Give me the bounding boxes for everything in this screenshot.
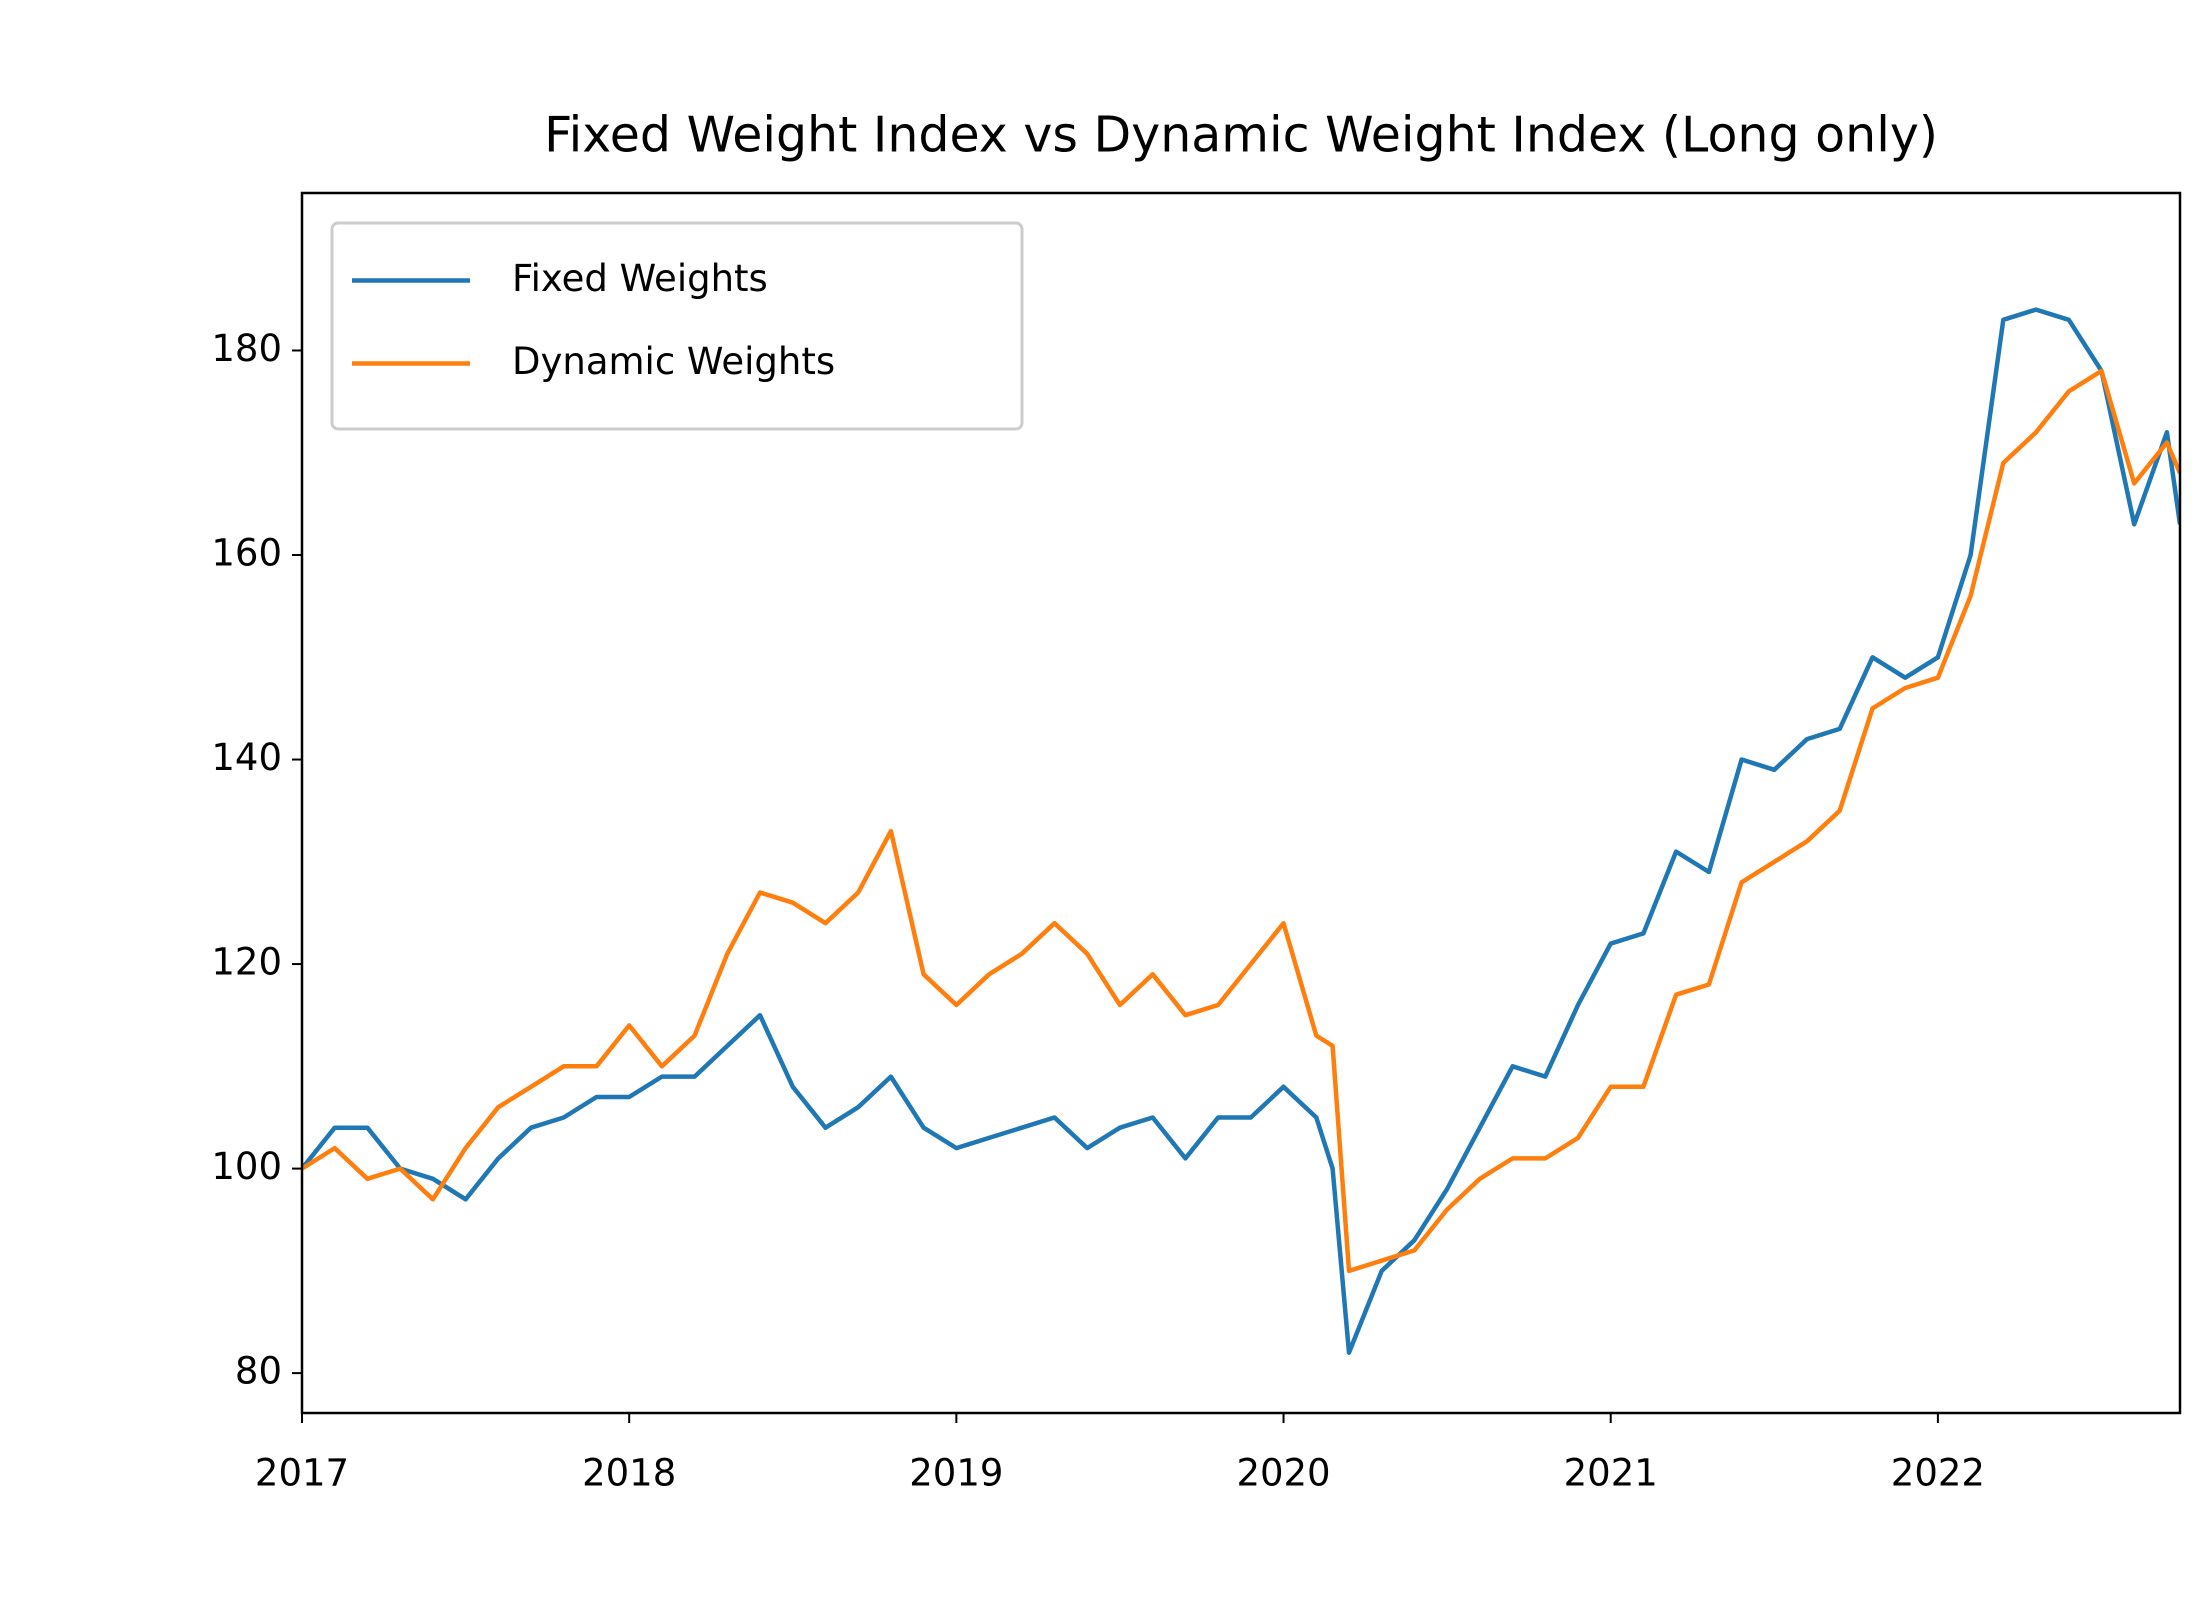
x-tick-label: 2022 xyxy=(1891,1452,1985,1495)
y-tick-label: 80 xyxy=(235,1350,282,1393)
legend-label: Fixed Weights xyxy=(512,257,768,300)
series-line xyxy=(302,307,2180,1355)
legend-box xyxy=(330,221,1024,431)
x-tick-label: 2020 xyxy=(1236,1452,1330,1495)
y-tick-label: 120 xyxy=(211,941,282,984)
chart-title: Fixed Weight Index vs Dynamic Weight Ind… xyxy=(544,107,1938,164)
y-tick-label: 160 xyxy=(211,532,282,575)
x-tick-label: 2021 xyxy=(1564,1452,1658,1495)
legend-label: Dynamic Weights xyxy=(512,340,835,383)
y-tick-label: 140 xyxy=(211,736,282,779)
y-tick-label: 180 xyxy=(211,327,282,370)
x-tick-label: 2017 xyxy=(255,1452,349,1495)
x-tick-label: 2019 xyxy=(909,1452,1003,1495)
x-tick-label: 2018 xyxy=(582,1452,676,1495)
plot-frame xyxy=(300,191,2182,1415)
y-tick-label: 100 xyxy=(211,1145,282,1188)
series-line xyxy=(302,368,2180,1274)
